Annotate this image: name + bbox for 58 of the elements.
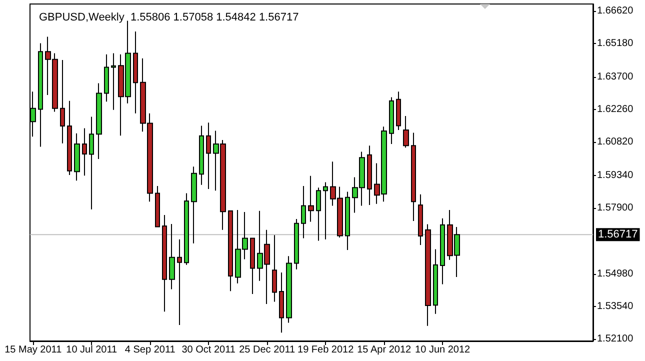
x-tick-label: 15 Apr 2012 — [357, 344, 412, 356]
ref-line-label: 1.56717 — [598, 228, 638, 241]
x-tick-label: 30 Oct 2011 — [182, 344, 236, 356]
candlestick — [74, 132, 80, 182]
candlestick — [433, 248, 438, 314]
candlestick — [301, 186, 306, 239]
candlestick — [67, 100, 72, 176]
candlestick — [199, 125, 204, 186]
candlestick — [279, 272, 284, 334]
candlestick — [396, 91, 401, 131]
candlestick — [206, 122, 211, 190]
candlestick — [367, 145, 372, 206]
candlestick — [323, 182, 328, 240]
candlestick — [389, 96, 394, 145]
candlestick — [111, 52, 116, 110]
y-tick-label: 1.65180 — [597, 38, 634, 50]
candlestick — [440, 218, 445, 285]
candlestick — [228, 210, 233, 292]
candlestick — [294, 218, 299, 270]
candlestick — [191, 166, 197, 244]
candlestick — [316, 187, 321, 242]
candlestick — [411, 132, 416, 222]
candlestick — [272, 234, 277, 302]
candlestick — [155, 186, 160, 228]
candlestick — [169, 224, 175, 290]
x-tick-label: 4 Sep 2011 — [124, 344, 176, 356]
y-tick-label: 1.59340 — [597, 170, 634, 181]
y-tick-label: 1.62260 — [597, 104, 634, 115]
candlestick — [38, 42, 43, 148]
x-tick-label: 25 Dec 2011 — [239, 344, 296, 356]
y-tick-label: 1.53540 — [597, 300, 634, 312]
candlestick — [286, 256, 292, 324]
y-tick-label: 1.52100 — [597, 333, 634, 344]
candlestick — [96, 82, 102, 160]
candlestick — [60, 60, 65, 144]
text: GBPUSD,Weekly 1.55806 1.57058 1.54842 1.56717 — [39, 12, 299, 24]
candlestick — [162, 214, 167, 312]
candlestick — [250, 238, 255, 295]
candlestick — [184, 192, 189, 266]
candlestick — [418, 194, 423, 246]
candlestick — [308, 175, 314, 222]
candlestick — [89, 116, 94, 210]
candlestick — [425, 224, 431, 326]
y-tick-label: 1.66620 — [597, 6, 634, 16]
x-tick-label: 10 Jun 2012 — [415, 344, 471, 356]
candlestick — [104, 54, 109, 102]
candlestick — [403, 116, 409, 148]
candlestick — [177, 238, 182, 326]
x-tick-label: 10 Jul 2011 — [66, 344, 118, 356]
candlestick — [133, 31, 138, 114]
candlestick — [82, 128, 87, 176]
y-tick-label: 1.54980 — [597, 268, 634, 280]
x-tick-label: 15 May 2011 — [4, 344, 62, 356]
y-tick-label: 1.60820 — [597, 136, 634, 148]
y-tick-label: 1.63700 — [597, 71, 634, 82]
candlestick — [345, 191, 350, 250]
x-tick-label: 19 Feb 2012 — [298, 344, 354, 356]
y-tick-label: 1.57900 — [597, 202, 634, 214]
